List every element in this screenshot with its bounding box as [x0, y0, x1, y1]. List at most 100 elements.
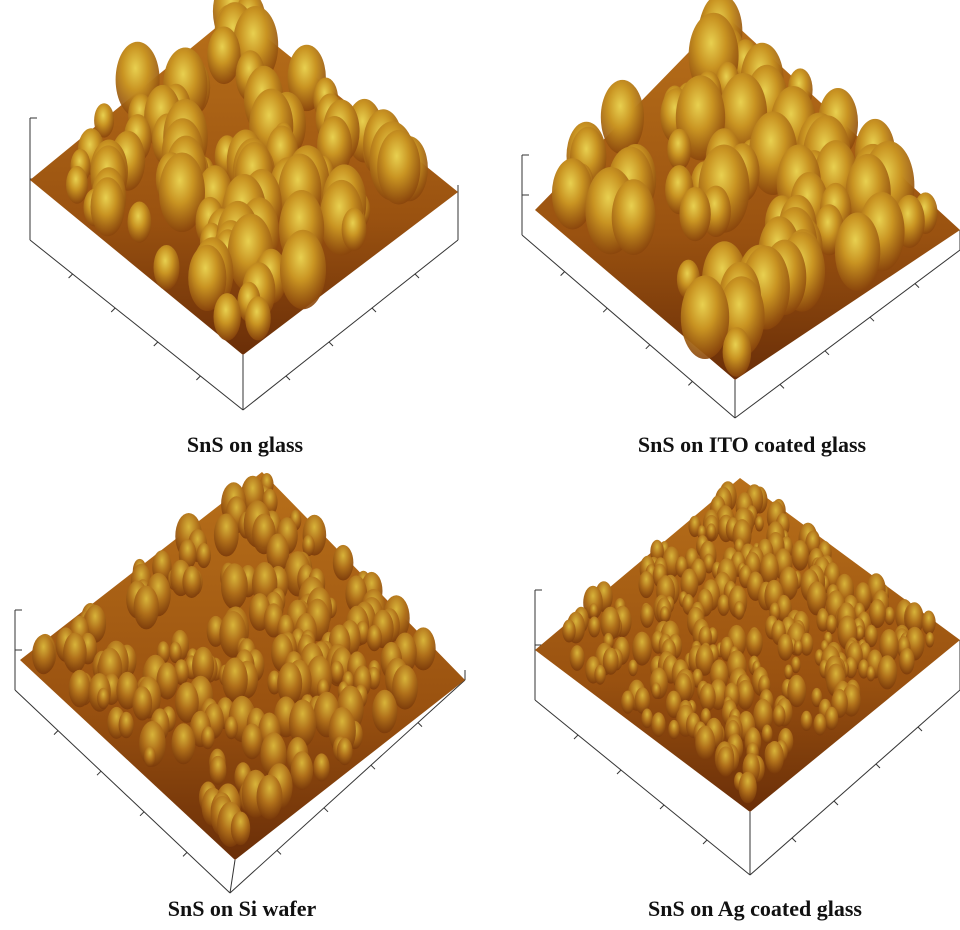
x-tick [183, 852, 187, 856]
x-tick [54, 731, 58, 735]
x-tick [196, 376, 200, 380]
grain [826, 615, 837, 634]
grain [291, 751, 313, 790]
grain [313, 753, 329, 781]
grain [652, 683, 661, 699]
x-tick [111, 308, 115, 312]
grain [679, 187, 710, 241]
y-tick [918, 727, 922, 731]
grain [641, 709, 652, 729]
grain [231, 812, 250, 846]
y-tick [277, 850, 281, 854]
grain [280, 230, 326, 310]
grain [330, 661, 343, 684]
grain [668, 720, 679, 739]
grain [337, 738, 353, 765]
grain [63, 633, 86, 673]
grain [172, 723, 196, 764]
grain [97, 688, 109, 709]
grain [333, 545, 354, 581]
afm-panel [535, 478, 960, 875]
grain [32, 635, 55, 674]
grain [570, 645, 585, 671]
grain [755, 516, 764, 531]
grain [651, 712, 665, 737]
grain [877, 655, 897, 689]
y-tick [870, 317, 874, 321]
grain [681, 275, 729, 359]
afm-panel [15, 472, 465, 893]
grain [825, 707, 839, 730]
grain [222, 658, 248, 703]
grain [242, 723, 263, 759]
grain [706, 523, 716, 540]
grain [640, 604, 654, 628]
grain [899, 648, 915, 675]
grain [245, 296, 271, 340]
x-tick [646, 345, 650, 349]
y-tick [780, 384, 784, 388]
y-tick [371, 765, 375, 769]
grain [594, 665, 605, 685]
grain [762, 725, 773, 744]
grain [700, 683, 716, 711]
grain [182, 566, 201, 598]
caption: SnS on Si wafer [168, 896, 317, 921]
x-tick [574, 735, 578, 739]
grain [778, 634, 794, 661]
grain [884, 607, 895, 625]
grain [588, 616, 600, 637]
grain [667, 129, 691, 171]
grain [201, 726, 214, 749]
grain [367, 625, 382, 651]
grain [134, 586, 159, 630]
y-tick [329, 342, 333, 346]
y-tick [324, 808, 328, 812]
grain [144, 747, 156, 768]
y-tick [418, 723, 422, 727]
grain [814, 714, 827, 736]
x-tick [617, 770, 621, 774]
figure: SnS on glass SnS on ITO coated glass SnS… [0, 0, 960, 930]
x-tick [97, 771, 101, 775]
y-tick [825, 351, 829, 355]
caption: SnS on ITO coated glass [638, 432, 867, 457]
grain [869, 599, 886, 628]
grain [225, 716, 238, 739]
afm-panel [30, 0, 458, 410]
grain [210, 756, 227, 785]
grain [69, 670, 91, 708]
grain [196, 543, 211, 568]
grain [132, 686, 152, 720]
x-tick [154, 342, 158, 346]
axis-edge [230, 860, 235, 893]
afm-panel [522, 0, 960, 418]
caption: SnS on Ag coated glass [648, 896, 862, 921]
grain [372, 690, 397, 734]
y-tick [415, 274, 419, 278]
grain [127, 202, 151, 243]
grain [925, 632, 934, 647]
grain [791, 540, 809, 571]
grain [342, 208, 367, 251]
y-tick [792, 838, 796, 842]
grain [784, 665, 793, 680]
x-tick [603, 308, 607, 312]
x-tick [69, 274, 73, 278]
grain [717, 746, 734, 776]
grain [746, 629, 763, 658]
grain [922, 611, 936, 635]
y-tick [915, 284, 919, 288]
grain [621, 691, 634, 714]
grain [66, 166, 88, 204]
caption: SnS on glass [187, 432, 304, 457]
x-tick [140, 812, 144, 816]
grain [866, 666, 875, 681]
grain [695, 726, 715, 761]
grain [660, 606, 670, 623]
grain [628, 660, 638, 677]
grain [734, 601, 745, 620]
grain [91, 177, 125, 236]
grain [562, 620, 575, 643]
x-tick [561, 272, 565, 276]
